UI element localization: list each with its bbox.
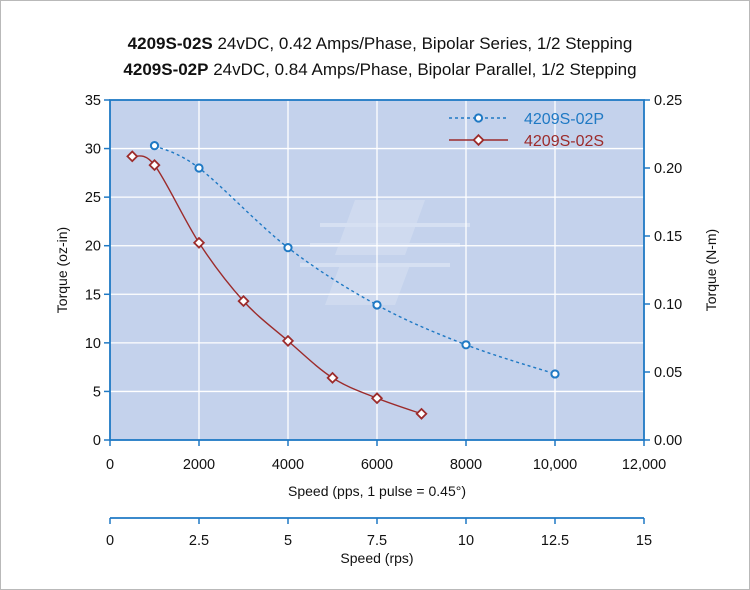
series-1 xyxy=(126,150,428,420)
y-left-tick-label: 15 xyxy=(85,287,101,303)
data-point xyxy=(415,407,428,420)
x-tick-label: 0 xyxy=(106,457,114,473)
x-tick-label: 10,000 xyxy=(533,457,577,473)
legend: 4209S-02P 4209S-02S xyxy=(449,111,604,150)
legend-label: 4209S-02S xyxy=(524,133,604,150)
title-line-1-desc: 24vDC, 0.42 Amps/Phase, Bipolar Series, … xyxy=(213,34,633,53)
title-line-2-desc: 24vDC, 0.84 Amps/Phase, Bipolar Parallel… xyxy=(208,60,636,79)
title-line-1: 4209S-02S 24vDC, 0.42 Amps/Phase, Bipola… xyxy=(128,34,633,53)
title-line-2: 4209S-02P 24vDC, 0.84 Amps/Phase, Bipola… xyxy=(123,60,636,79)
data-point xyxy=(283,243,293,253)
x-tick-label: 6000 xyxy=(361,457,393,473)
data-point xyxy=(126,150,139,163)
data-point xyxy=(281,334,295,347)
x-tick-label: 12,000 xyxy=(622,457,666,473)
series-0 xyxy=(149,141,560,379)
data-point xyxy=(149,141,160,151)
y-left-tick-label: 10 xyxy=(85,336,101,352)
watermark-logo xyxy=(300,200,470,305)
data-point xyxy=(461,340,471,350)
x2-tick-label: 5 xyxy=(284,533,292,549)
data-point xyxy=(192,236,206,249)
x2-tick-label: 12.5 xyxy=(541,533,569,549)
data-point xyxy=(550,369,560,379)
secondary-axis-label: Speed (rps) xyxy=(340,550,413,566)
y-right-tick-label: 0.05 xyxy=(654,365,682,381)
y-left-tick-label: 35 xyxy=(85,93,101,109)
x-tick-label: 2000 xyxy=(183,457,215,473)
legend-marker xyxy=(472,133,485,147)
series-line xyxy=(132,155,422,415)
title-line-1-model: 4209S-02S xyxy=(128,34,213,53)
legend-marker xyxy=(473,113,484,123)
x-tick-label: 8000 xyxy=(450,457,482,473)
y-right-tick-label: 0.15 xyxy=(654,229,682,245)
y-axis-label-right: Torque (N-m) xyxy=(703,229,719,311)
y-left-tick-label: 20 xyxy=(85,239,101,255)
y-right-tick-label: 0.10 xyxy=(654,297,682,313)
x2-tick-label: 2.5 xyxy=(189,533,209,549)
data-point xyxy=(372,300,382,310)
x2-tick-label: 7.5 xyxy=(367,533,387,549)
y-right-tick-label: 0.25 xyxy=(654,93,682,109)
y-axis-label-left: Torque (oz-in) xyxy=(54,227,70,313)
data-point xyxy=(370,392,384,405)
title-line-2-model: 4209S-02P xyxy=(123,60,208,79)
data-point xyxy=(326,371,339,384)
legend-item: 4209S-02S xyxy=(449,133,604,150)
data-point xyxy=(148,159,161,172)
y-left-tick-label: 0 xyxy=(93,433,101,449)
y-left-tick-label: 25 xyxy=(85,190,101,206)
x-tick-label: 4000 xyxy=(272,457,304,473)
x-axis-label: Speed (pps, 1 pulse = 0.45°) xyxy=(288,483,466,499)
y-left-tick-label: 30 xyxy=(85,142,101,158)
series-layer xyxy=(126,141,560,420)
x2-tick-label: 15 xyxy=(636,533,652,549)
data-point xyxy=(194,163,204,173)
legend-label: 4209S-02P xyxy=(524,111,604,128)
y-left-tick-label: 5 xyxy=(93,384,101,400)
y-right-tick-label: 0.20 xyxy=(654,161,682,177)
legend-item: 4209S-02P xyxy=(449,111,604,128)
data-point xyxy=(237,295,250,308)
x2-tick-label: 10 xyxy=(458,533,474,549)
y-right-tick-label: 0.00 xyxy=(654,433,682,449)
x2-tick-label: 0 xyxy=(106,533,114,549)
